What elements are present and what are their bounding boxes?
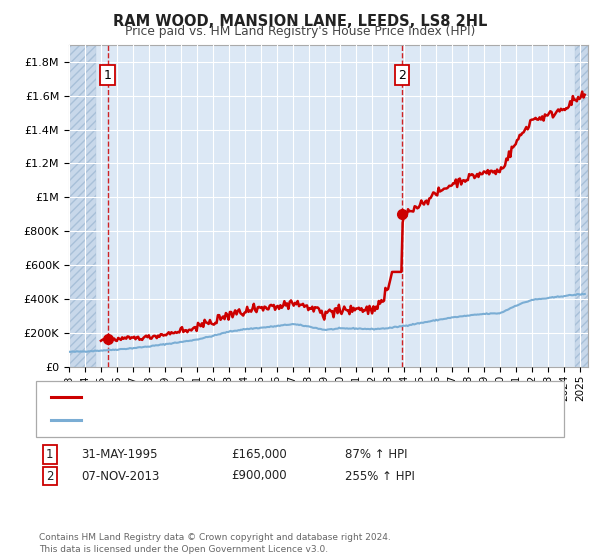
Text: 07-NOV-2013: 07-NOV-2013	[81, 469, 160, 483]
Text: 31-MAY-1995: 31-MAY-1995	[81, 448, 157, 461]
Text: 2: 2	[46, 469, 53, 483]
Text: 255% ↑ HPI: 255% ↑ HPI	[345, 469, 415, 483]
Text: 2: 2	[398, 69, 406, 82]
Text: 87% ↑ HPI: 87% ↑ HPI	[345, 448, 407, 461]
Text: 1: 1	[46, 448, 53, 461]
Bar	[575, 45, 588, 367]
Text: RAM WOOD, MANSION LANE, LEEDS, LS8 2HL (detached house): RAM WOOD, MANSION LANE, LEEDS, LS8 2HL (…	[87, 392, 443, 402]
Text: £900,000: £900,000	[231, 469, 287, 483]
Text: Contains HM Land Registry data © Crown copyright and database right 2024.
This d: Contains HM Land Registry data © Crown c…	[39, 533, 391, 554]
Bar	[69, 45, 96, 367]
Text: £165,000: £165,000	[231, 448, 287, 461]
Text: HPI: Average price, detached house, Leeds: HPI: Average price, detached house, Leed…	[87, 416, 326, 426]
Text: RAM WOOD, MANSION LANE, LEEDS, LS8 2HL: RAM WOOD, MANSION LANE, LEEDS, LS8 2HL	[113, 14, 487, 29]
Text: Price paid vs. HM Land Registry's House Price Index (HPI): Price paid vs. HM Land Registry's House …	[125, 25, 475, 38]
Text: 1: 1	[104, 69, 112, 82]
